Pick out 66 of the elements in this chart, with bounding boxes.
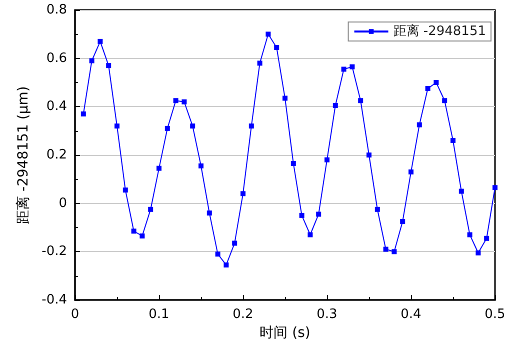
legend-label: 距离 -2948151 <box>393 23 486 39</box>
point <box>484 236 490 241</box>
point <box>240 191 246 196</box>
y-axis-title: 距离 -2948151 (μm) <box>16 86 32 224</box>
point <box>408 169 414 174</box>
point <box>215 252 220 257</box>
point <box>442 98 448 104</box>
y-tick-label: 0.6 <box>46 50 67 66</box>
point <box>341 66 346 72</box>
point <box>80 111 86 116</box>
point <box>374 206 380 212</box>
x-tick-label: 0.5 <box>484 307 506 322</box>
point <box>224 262 229 268</box>
x-tick-label: 0.3 <box>316 307 338 322</box>
point <box>257 60 262 66</box>
point <box>173 98 178 104</box>
point <box>324 157 330 162</box>
point <box>98 38 103 44</box>
y-tick-label: -0.4 <box>42 292 67 308</box>
point <box>190 124 196 128</box>
point <box>366 152 372 158</box>
point <box>425 86 430 92</box>
y-tick-label: -0.2 <box>42 244 67 260</box>
point <box>332 102 338 108</box>
point <box>290 160 296 166</box>
point <box>492 185 498 190</box>
point <box>434 80 439 85</box>
point <box>274 44 280 50</box>
point <box>467 232 472 238</box>
point <box>140 233 145 238</box>
x-tick-label: 0.1 <box>148 307 170 322</box>
point <box>182 99 187 104</box>
x-tick-label: 0 <box>70 307 80 322</box>
point <box>232 240 238 246</box>
point <box>450 138 456 143</box>
x-tick-label: 0.4 <box>400 307 422 322</box>
point <box>206 210 212 216</box>
point <box>299 212 304 218</box>
point <box>248 124 254 128</box>
x-axis-title: 时间 (s) <box>260 325 310 341</box>
point <box>316 212 322 217</box>
point <box>148 206 154 212</box>
point <box>308 232 313 238</box>
point <box>156 166 162 171</box>
y-tick-label: 0.4 <box>46 99 67 114</box>
point <box>198 163 204 168</box>
point <box>350 64 355 70</box>
point <box>266 32 271 37</box>
point <box>122 188 128 193</box>
x-tick-label: 0.2 <box>232 307 254 322</box>
point <box>89 58 94 64</box>
y-tick-label: 0.8 <box>46 2 67 18</box>
point <box>358 98 364 104</box>
point <box>164 126 170 131</box>
point <box>114 124 120 128</box>
point <box>131 228 136 234</box>
point <box>383 246 388 252</box>
point <box>106 63 112 68</box>
point <box>416 122 422 128</box>
point <box>476 250 481 256</box>
point <box>400 218 406 224</box>
point <box>282 96 288 101</box>
point <box>458 188 464 194</box>
point <box>392 249 397 254</box>
y-tick-label: 0.2 <box>46 148 67 162</box>
y-tick-label: 0 <box>58 196 67 211</box>
